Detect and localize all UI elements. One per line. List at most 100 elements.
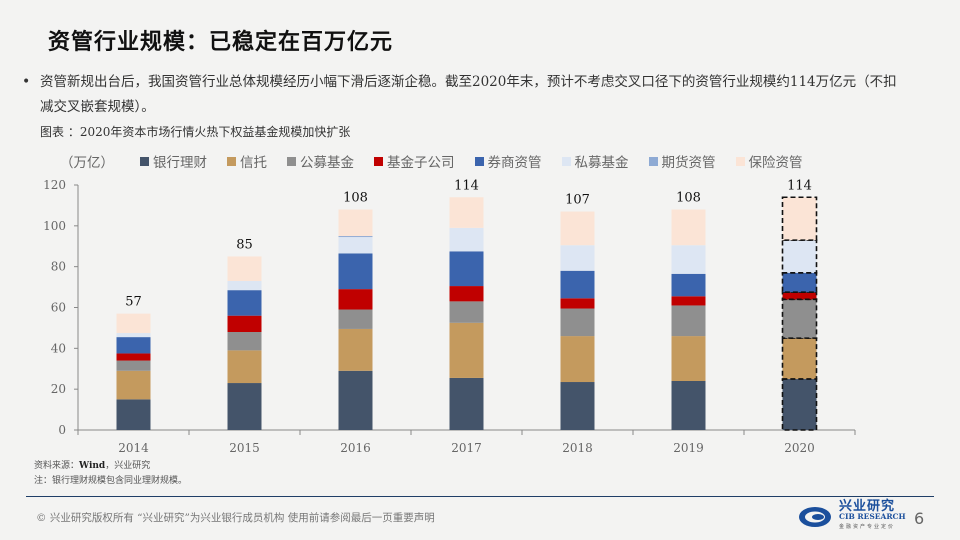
legend-label: 银行理财: [153, 155, 207, 171]
logo-tagline: 金融资产专业定价: [839, 524, 896, 530]
figure-title: 图表 ：2020年资本市场行情火热下权益基金规模加快扩张: [40, 125, 351, 139]
bullet-paragraph: • 资管新规出台后，我国资管行业总体规模经历小幅下滑后逐渐企稳。截至2020年末…: [22, 70, 902, 120]
y-tick-label: 20: [51, 382, 66, 396]
bar-total-label: 57: [125, 295, 142, 310]
logo-chinese-text: 兴业研究: [839, 499, 896, 514]
cib-logo-icon: [799, 507, 831, 527]
y-tick-label: 120: [43, 178, 66, 192]
bar-segment: [560, 308, 595, 337]
legend-swatch: [374, 156, 383, 166]
legend-swatch: [648, 156, 658, 166]
bar-segment: [560, 270, 595, 299]
legend-swatch: [287, 156, 296, 166]
bar-segment: [671, 381, 706, 430]
x-tick-label: 2015: [229, 441, 260, 455]
bar-segment: [560, 245, 595, 271]
x-tick-label: 2020: [784, 441, 815, 455]
bar-segment: [116, 353, 151, 361]
bar-segment: [560, 298, 595, 309]
bar-segment: [227, 290, 262, 316]
bar-segment: [338, 309, 373, 329]
legend-swatch: [140, 156, 149, 166]
bar-segment: [449, 251, 484, 287]
logo-english-text: CIB RESEARCH: [839, 512, 906, 521]
y-axis-unit-label: （万亿）: [60, 155, 114, 171]
bar-segment: [227, 383, 262, 430]
source-rest: ，兴业研究: [105, 461, 151, 471]
legend-item: 期货资管: [648, 151, 716, 171]
bar-segment: [449, 377, 484, 430]
bar-segment: [227, 315, 262, 332]
bar-segment: [116, 399, 151, 430]
legend-item: 银行理财: [140, 151, 207, 171]
cib-research-logo: 兴业研究 CIB RESEARCH 金融资产专业定价: [797, 499, 906, 532]
x-tick-label: 2017: [451, 441, 482, 455]
copyright-footer: © 兴业研究版权所有 “兴业研究”为兴业银行成员机构 使用前请参阅最后一页重要声…: [36, 512, 435, 524]
bar-segment: [338, 370, 373, 430]
bar-segment: [116, 333, 151, 338]
bar-segment: [560, 211, 595, 246]
bar-segment: [338, 328, 373, 371]
bar-segment: [781, 271, 818, 293]
legend-label: 保险资管: [748, 155, 803, 171]
bar-segment: [781, 239, 818, 274]
legend-label: 基金子公司: [387, 155, 455, 171]
bar-segment: [338, 209, 373, 237]
bullet-marker: •: [22, 74, 31, 90]
bar-total-label: 108: [676, 191, 701, 206]
x-tick-label: 2018: [562, 441, 593, 455]
source-label: 资料来源：: [34, 461, 80, 471]
bar-segment: [781, 196, 818, 241]
bar-segment: [227, 350, 262, 384]
footer-divider: [26, 496, 934, 497]
chart-legend: （万亿） 银行理财 信托 公募基金 基金子公司 券商资管 私募基金 期货资管 保险资管: [60, 151, 823, 171]
legend-item: 保险资管: [735, 151, 803, 171]
bar-segment: [781, 337, 818, 380]
page-number: 6: [914, 509, 925, 528]
bar-segment: [671, 245, 706, 274]
legend-label: 券商资管: [487, 155, 542, 171]
bar-segment: [560, 336, 595, 383]
source-block: 资料来源：Wind，兴业研究 注：银行理财规模包含同业理财规模。: [34, 459, 187, 489]
bar-segment: [227, 280, 262, 291]
bar-total-label: 114: [787, 178, 812, 193]
bar-total-label: 108: [343, 191, 368, 206]
bar-segment: [671, 336, 706, 381]
legend-item: 券商资管: [474, 151, 542, 171]
bar-segment: [116, 360, 151, 371]
bar-segment: [449, 197, 484, 228]
bar-segment: [449, 286, 484, 302]
bar-segment: [116, 337, 151, 354]
x-tick-label: 2019: [673, 441, 704, 455]
bar-segment: [671, 273, 706, 297]
note-line: 注：银行理财规模包含同业理财规模。: [34, 476, 188, 486]
bar-segment: [671, 305, 706, 337]
legend-swatch: [474, 156, 484, 166]
legend-swatch: [561, 156, 571, 166]
x-tick-label: 2016: [340, 441, 371, 455]
legend-label: 信托: [240, 155, 267, 171]
bar-segment: [116, 313, 151, 334]
y-tick-label: 40: [51, 341, 66, 355]
bar-segment: [449, 322, 484, 378]
legend-swatch: [227, 156, 236, 166]
bar-segment: [338, 236, 373, 238]
bar-total-label: 114: [454, 178, 479, 193]
bar-segment: [338, 289, 373, 310]
legend-item: 信托: [227, 151, 267, 171]
slide-title: 资管行业规模：已稳定在百万亿元: [48, 29, 394, 55]
bar-segment: [449, 301, 484, 323]
legend-item: 私募基金: [561, 151, 629, 171]
source-line: 资料来源：Wind，兴业研究: [34, 459, 187, 474]
bar-segment: [781, 291, 818, 301]
bar-segment: [227, 256, 262, 281]
bar-segment: [781, 298, 818, 339]
legend-label: 期货资管: [661, 155, 716, 171]
legend-item: 公募基金: [287, 151, 354, 171]
bar-segment: [781, 378, 818, 431]
stacked-bar-chart: 0 20 40 60 80 100 120 57 2014 85 2015 108 2016 114 201…: [43, 178, 856, 455]
bar-segment: [338, 237, 373, 254]
x-tick-label: 2014: [118, 441, 149, 455]
y-tick-label: 100: [43, 219, 66, 233]
bar-total-label: 85: [236, 237, 253, 252]
